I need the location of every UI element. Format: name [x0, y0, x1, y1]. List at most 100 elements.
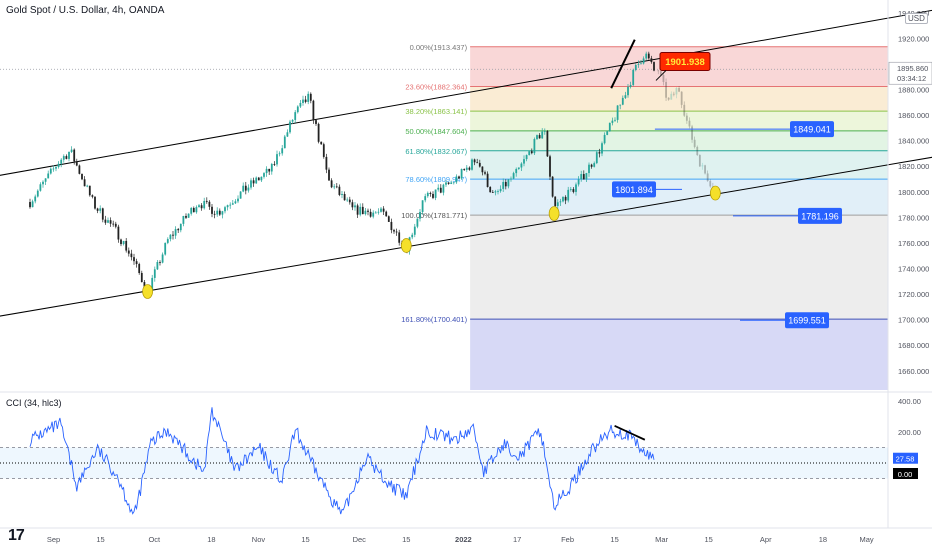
candle-body [517, 167, 520, 169]
candle-body [169, 234, 172, 240]
currency-badge[interactable]: USD [905, 13, 928, 24]
candle-body [328, 169, 330, 181]
candle-body [432, 193, 434, 198]
candle-body [634, 64, 637, 70]
candle-body [536, 135, 538, 140]
candle-body [523, 159, 525, 164]
candle-body [662, 74, 665, 82]
candle-body [675, 87, 678, 95]
candle-body [588, 164, 590, 174]
candle-countdown: 03:34:12 [897, 74, 926, 83]
candle-body [356, 205, 359, 215]
candle-body [582, 174, 585, 180]
fib-level-label: 161.80%(1700.401) [401, 315, 467, 324]
price-tag-1699: 1699.551 [788, 316, 826, 326]
candle-body [42, 181, 44, 185]
candle-body [239, 191, 242, 199]
candle-body [361, 206, 364, 215]
candle-body [294, 112, 297, 120]
candle-body [335, 186, 338, 188]
candle-body [179, 223, 182, 231]
candle-body [629, 84, 632, 87]
candle-body [499, 188, 502, 192]
candle-body [502, 181, 505, 189]
time-axis-label: 15 [704, 535, 712, 544]
candle-body [96, 208, 99, 211]
candle-body [231, 203, 234, 205]
fib-zone [470, 86, 888, 112]
candle-body [701, 165, 704, 167]
candle-body [424, 196, 427, 201]
candle-body [156, 262, 159, 270]
candle-body [216, 210, 219, 215]
fib-level-label: 50.00%(1847.604) [405, 127, 467, 136]
candle-body [195, 207, 198, 213]
candle-body [698, 155, 701, 167]
candle-body [429, 192, 432, 194]
price-axis-label: 1680.000 [898, 341, 929, 350]
time-axis-label: 15 [96, 535, 104, 544]
candle-body [437, 187, 440, 190]
candle-body [226, 205, 229, 208]
time-axis-label: Dec [353, 535, 367, 544]
candle-body [411, 234, 414, 238]
candle-body [489, 187, 492, 193]
candle-body [667, 97, 670, 100]
candle-body [494, 191, 497, 193]
candle-body [647, 53, 650, 59]
time-axis-label: 18 [819, 535, 827, 544]
candle-body [320, 141, 323, 145]
candle-body [70, 149, 73, 152]
candle-body [525, 155, 528, 160]
candle-body [346, 199, 349, 201]
time-axis-label: Apr [760, 535, 772, 544]
candle-body [325, 156, 328, 170]
candle-body [307, 93, 310, 102]
candle-body [198, 205, 200, 208]
candle-body [575, 184, 577, 192]
cci-divergence-line [614, 424, 646, 441]
candle-body [299, 102, 302, 107]
candle-body [460, 168, 463, 179]
candle-body [322, 144, 325, 157]
candle-body [135, 261, 138, 265]
candle-body [486, 173, 489, 188]
time-axis-label: 2022 [455, 535, 472, 544]
candle-body [29, 202, 31, 208]
candle-body [562, 196, 564, 202]
candle-body [606, 131, 609, 135]
candle-body [343, 193, 346, 201]
candle-body [528, 151, 531, 156]
candle-body [455, 176, 458, 183]
candle-body [333, 186, 336, 188]
candle-body [419, 211, 421, 219]
candle-body [624, 95, 627, 98]
candle-body [86, 185, 89, 187]
candle-body [670, 93, 673, 100]
cci-indicator-title[interactable]: CCI (34, hlc3) [6, 398, 62, 408]
candle-body [55, 167, 57, 169]
candle-body [709, 181, 712, 187]
candle-body [685, 115, 688, 121]
candle-body [122, 240, 125, 245]
price-axis-label: 1840.000 [898, 137, 929, 146]
candle-body [203, 200, 206, 209]
candle-body [221, 211, 224, 215]
symbol-title[interactable]: Gold Spot / U.S. Dollar, 4h, OANDA [6, 5, 165, 16]
candle-body [665, 81, 667, 98]
candle-body [608, 122, 611, 132]
candle-body [640, 63, 642, 65]
price-tag-1901-bg [659, 51, 711, 71]
candle-body [637, 64, 640, 65]
candle-body [242, 185, 245, 192]
fib-level-label: 100.00%(1781.771) [401, 211, 467, 220]
candle-body [265, 168, 268, 174]
candle-body [473, 159, 476, 163]
price-tag-1781: 1781.196 [801, 211, 839, 221]
candle-body [229, 204, 232, 206]
candle-body [450, 182, 453, 184]
candle-body [237, 198, 239, 202]
price-tag-pointer [655, 70, 667, 81]
